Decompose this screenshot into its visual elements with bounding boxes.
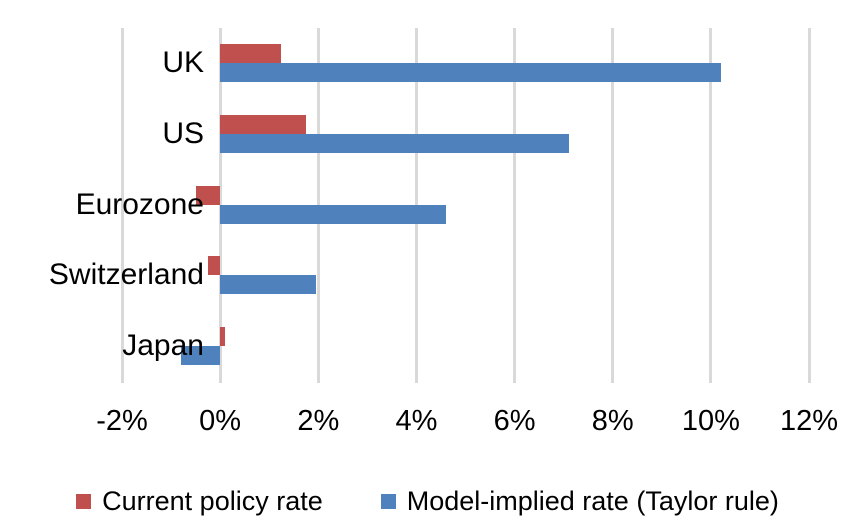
legend-swatch-icon <box>76 494 92 509</box>
legend: Current policy rate Model-implied rate (T… <box>0 486 855 517</box>
bar-eurozone-model-implied <box>220 204 446 224</box>
bar-us-model-implied <box>220 133 569 153</box>
gridline-10 <box>709 28 713 383</box>
x-tick-label: 4% <box>395 405 438 437</box>
bar-japan-policy-rate <box>220 326 226 346</box>
bar-eurozone-policy-rate <box>195 185 221 205</box>
category-label-switzerland: Switzerland <box>48 258 204 292</box>
gridline-12 <box>807 28 811 383</box>
x-tick-label: -2% <box>96 405 148 437</box>
x-tick-label: 10% <box>681 405 740 437</box>
bar-switzerland-policy-rate <box>207 256 221 276</box>
category-label-us: US <box>162 116 204 150</box>
x-tick-label: 0% <box>199 405 242 437</box>
gridline-6 <box>513 28 517 383</box>
bar-us-policy-rate <box>220 114 307 134</box>
category-label-uk: UK <box>162 46 204 80</box>
bar-switzerland-model-implied <box>220 275 316 295</box>
x-tick-label: 2% <box>297 405 340 437</box>
legend-item-model-implied-rate: Model-implied rate (Taylor rule) <box>380 486 779 517</box>
category-label-eurozone: Eurozone <box>75 187 204 221</box>
gridline-8 <box>611 28 615 383</box>
gridline--2 <box>120 28 124 383</box>
bar-uk-policy-rate <box>220 44 282 64</box>
legend-label: Current policy rate <box>102 486 323 516</box>
bar-japan-model-implied <box>180 345 221 365</box>
x-tick-label: 8% <box>591 405 634 437</box>
x-tick-label: 6% <box>493 405 536 437</box>
legend-item-current-policy-rate: Current policy rate <box>76 486 323 517</box>
x-tick-label: 12% <box>779 405 839 437</box>
bar-uk-model-implied <box>220 63 721 83</box>
legend-swatch-icon <box>380 494 396 509</box>
legend-label: Model-implied rate (Taylor rule) <box>406 486 779 516</box>
category-label-japan: Japan <box>122 328 204 362</box>
